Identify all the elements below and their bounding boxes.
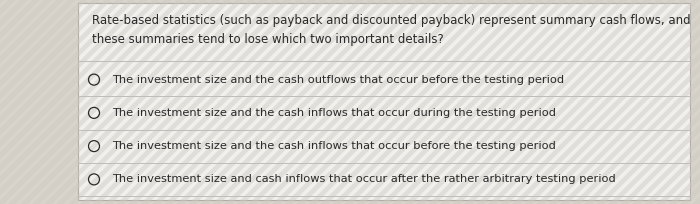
Text: The investment size and the cash outflows that occur before the testing period: The investment size and the cash outflow… <box>112 74 564 84</box>
FancyBboxPatch shape <box>78 4 690 200</box>
Text: Rate-based statistics (such as payback and discounted payback) represent summary: Rate-based statistics (such as payback a… <box>92 14 691 45</box>
Text: The investment size and the cash inflows that occur before the testing period: The investment size and the cash inflows… <box>112 140 556 150</box>
Text: The investment size and cash inflows that occur after the rather arbitrary testi: The investment size and cash inflows tha… <box>112 174 616 183</box>
Text: The investment size and the cash inflows that occur during the testing period: The investment size and the cash inflows… <box>112 107 556 117</box>
